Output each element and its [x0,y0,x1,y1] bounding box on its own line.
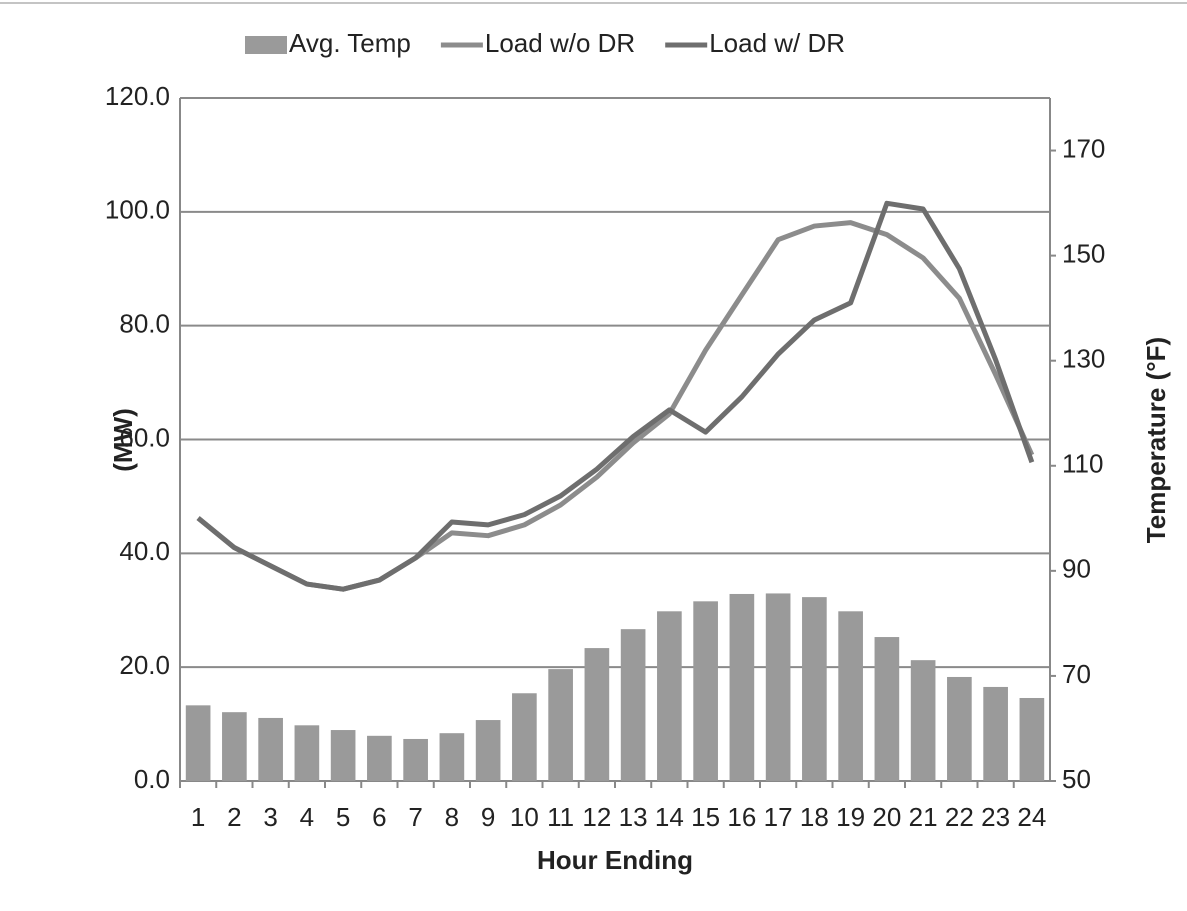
x-tick-label: 11 [547,802,574,832]
x-tick-label: 3 [263,802,277,832]
y2-tick-label: 130 [1062,344,1105,374]
bar [802,597,827,781]
legend-label: Load w/o DR [485,28,635,58]
bar [620,629,646,781]
y-tick-label: 80.0 [119,309,170,339]
bar [947,676,972,781]
x-tick-label: 10 [510,802,539,832]
bar [548,669,573,781]
x-tick-label: 24 [1017,802,1046,832]
bar [475,720,501,781]
y-tick-label: 120.0 [105,81,170,111]
x-tick-label: 6 [372,802,386,832]
x-tick-label: 8 [445,802,459,832]
legend-label: Load w/ DR [709,28,845,58]
bar [657,611,682,781]
line [196,220,1035,592]
bar [765,593,791,781]
x-tick-label: 5 [336,802,350,832]
y2-tick-label: 110 [1062,449,1103,479]
bar [874,637,900,781]
x-tick-label: 4 [300,802,314,832]
line [196,200,1035,592]
y2-tick-label: 90 [1062,554,1091,584]
y-tick-label: 0.0 [134,764,170,794]
x-tick-label: 15 [691,802,720,832]
y2-tick-label: 150 [1062,238,1105,268]
x-tick-label: 21 [909,802,938,832]
x-tick-label: 1 [191,802,205,832]
x-tick-label: 20 [872,802,901,832]
bar [367,735,392,781]
legend-swatch [245,36,287,54]
bar [258,717,283,781]
y-tick-label: 100.0 [105,195,170,225]
legend-label: Avg. Temp [289,28,411,58]
x-axis-title: Hour Ending [537,845,693,875]
x-tick-label: 2 [227,802,241,832]
bar [910,660,936,781]
bar [729,593,755,781]
bar [294,725,320,781]
bar [330,730,356,781]
x-tick-label: 19 [836,802,865,832]
x-tick-label: 16 [727,802,756,832]
x-tick-label: 14 [655,802,684,832]
x-tick-label: 18 [800,802,829,832]
bar [222,712,247,781]
bar [693,601,718,781]
bar [838,611,863,781]
y2-axis-title: Temperature (°F) [1141,337,1171,543]
x-tick-label: 23 [981,802,1010,832]
bar [983,686,1008,781]
y-axis-title: (MW) [108,408,138,472]
bar [439,733,465,781]
y2-tick-label: 50 [1062,764,1091,794]
x-tick-label: 9 [481,802,495,832]
bar [403,738,428,781]
bar [584,648,610,781]
y-tick-label: 60.0 [119,422,170,452]
y-tick-label: 40.0 [119,536,170,566]
y-tick-label: 20.0 [119,650,170,680]
y2-tick-label: 70 [1062,659,1091,689]
x-tick-label: 12 [582,802,611,832]
bar [512,693,537,781]
bar [1019,697,1045,781]
y2-tick-label: 170 [1062,133,1105,163]
bar [185,705,211,781]
x-tick-label: 17 [764,802,793,832]
x-tick-label: 22 [945,802,974,832]
x-tick-label: 7 [408,802,422,832]
x-tick-label: 13 [619,802,648,832]
